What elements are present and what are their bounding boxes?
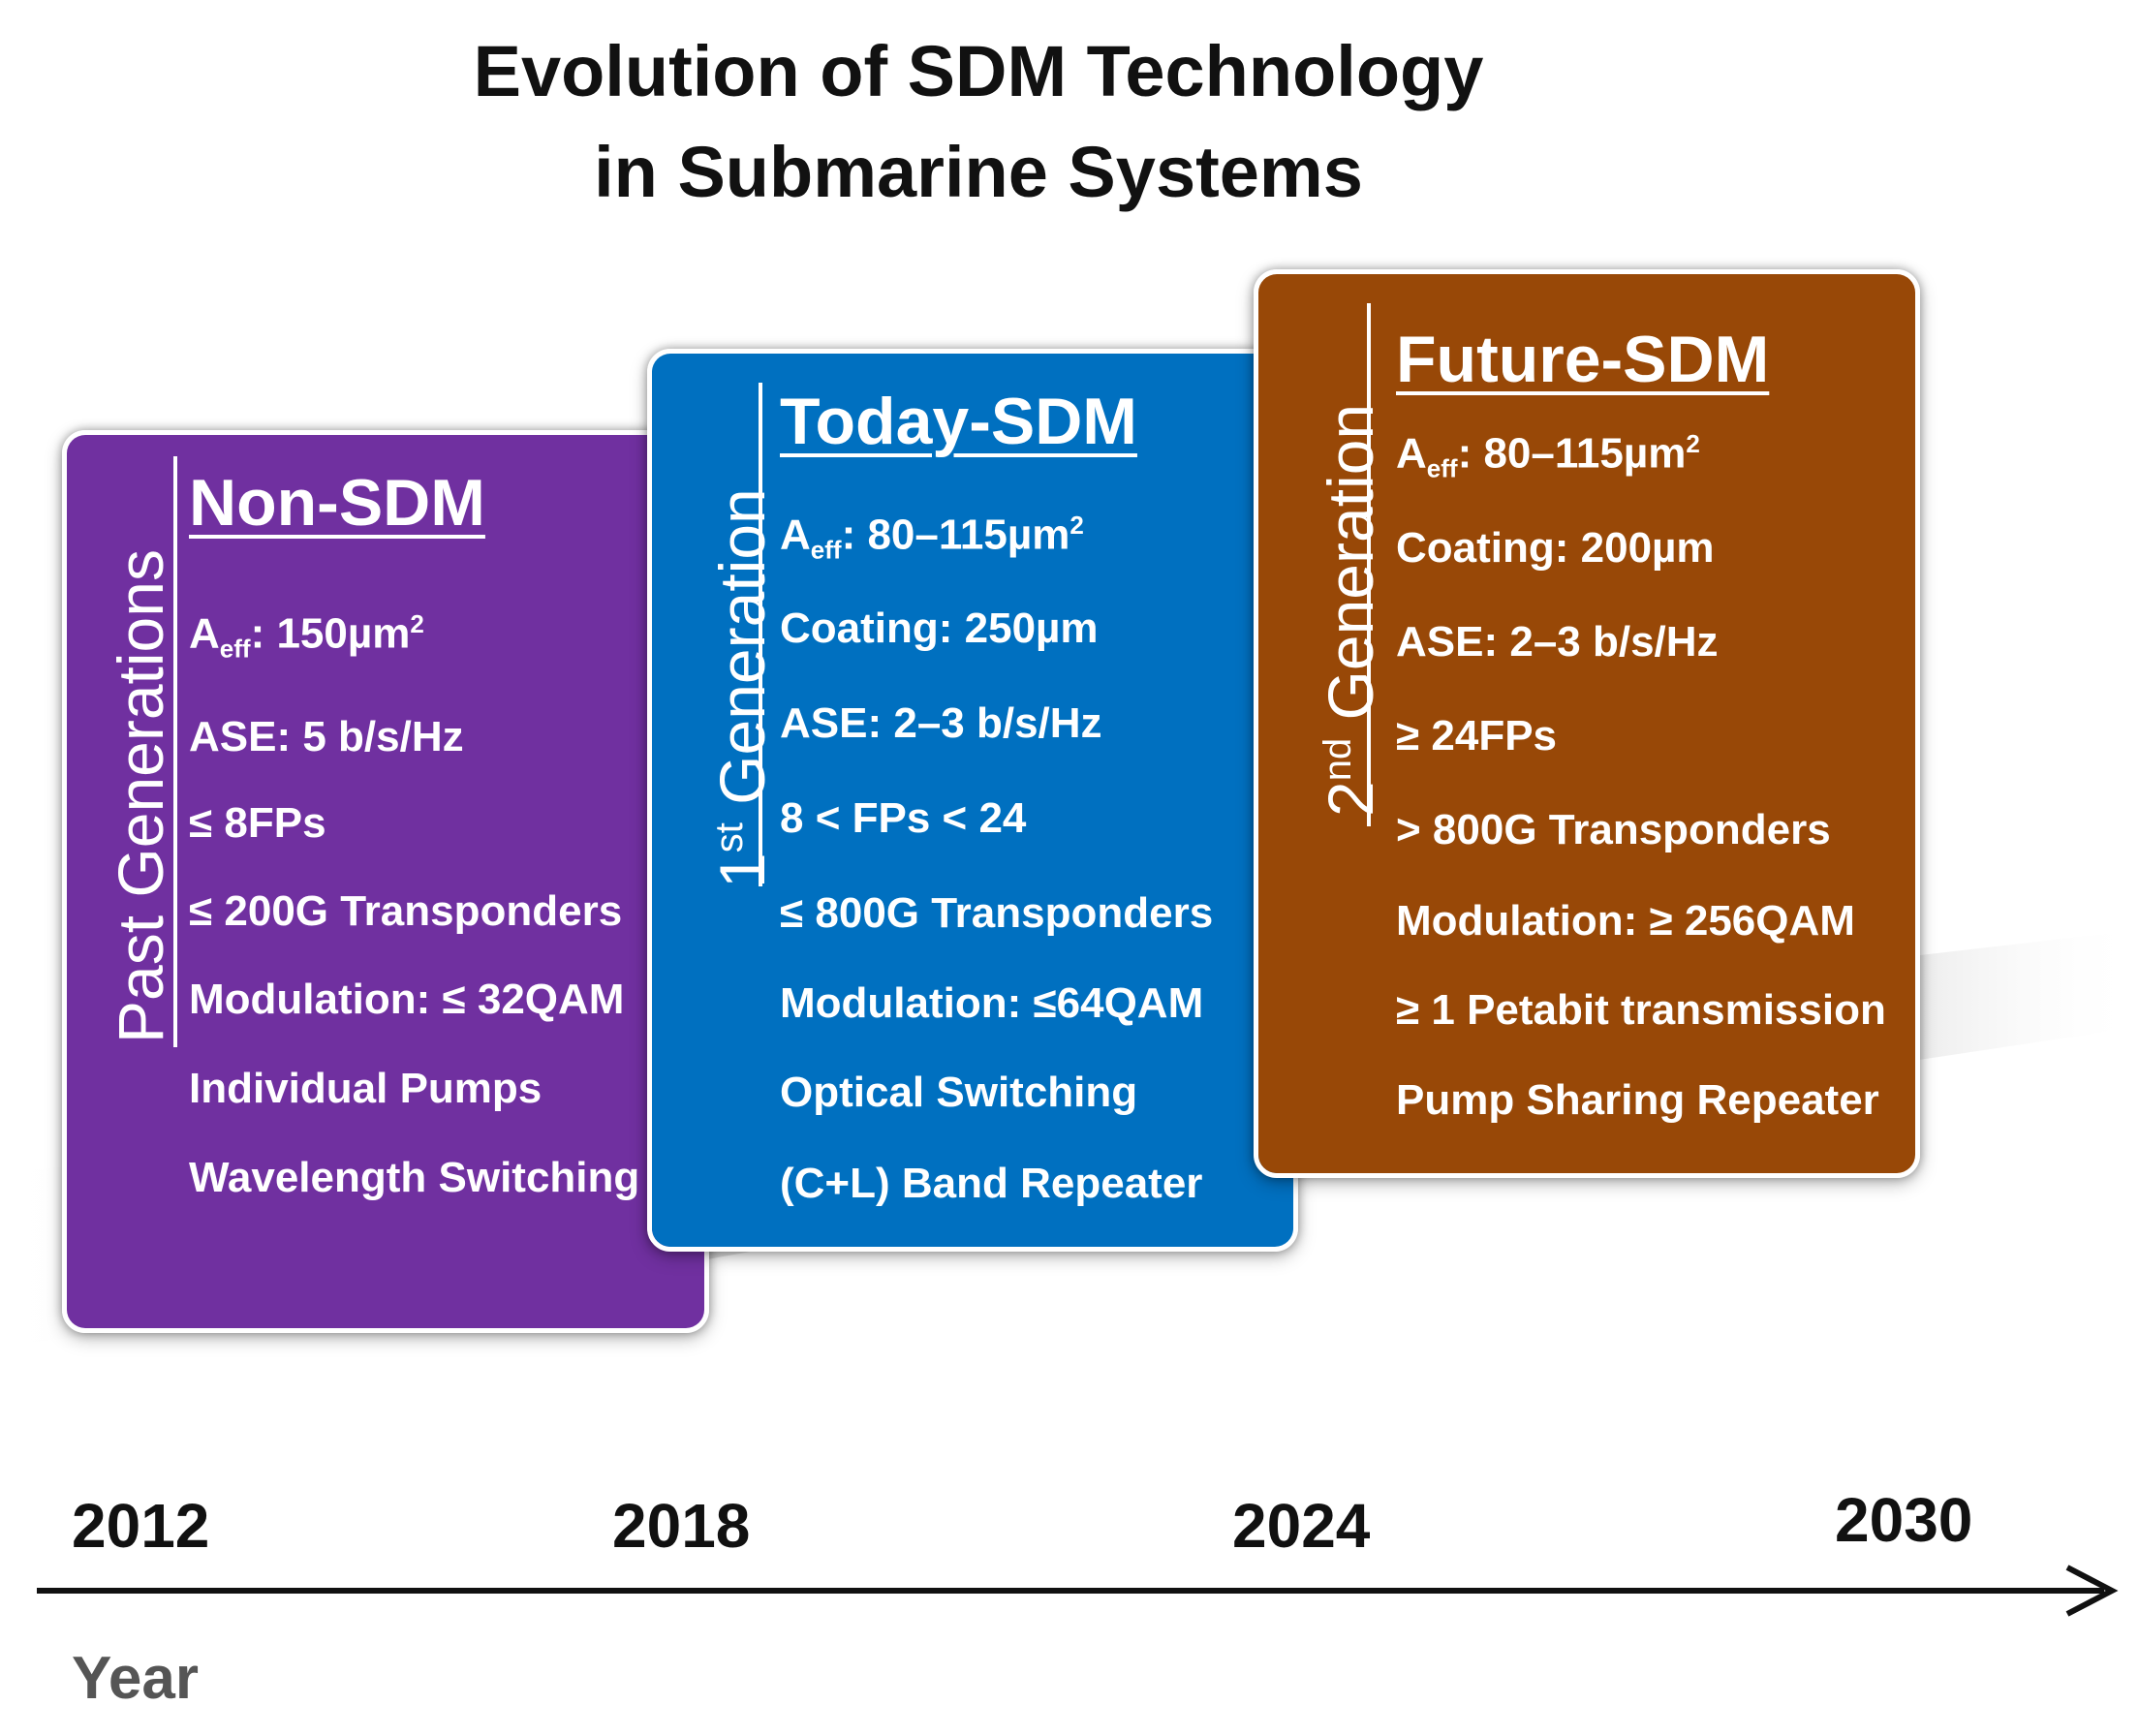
aeff-future-sub: eff <box>1426 453 1458 483</box>
today-item: ASE: 2–3 b/s/Hz <box>780 699 1102 747</box>
aeff-today: Aeff: 80–115µm2 <box>780 501 1084 574</box>
past-item: ASE: 5 b/s/Hz <box>189 713 464 760</box>
heading-future-sdm: Future-SDM <box>1396 323 1770 396</box>
today-item: ≤ 800G Transponders <box>780 889 1214 937</box>
side-rule-future <box>1367 303 1371 826</box>
title-line-2: in Submarine Systems <box>594 132 1363 212</box>
aeff-future-sup: 2 <box>1686 429 1700 458</box>
aeff-past-sup: 2 <box>410 609 424 638</box>
future-item: ASE: 2–3 b/s/Hz <box>1396 618 1719 666</box>
axis-label-year: Year <box>72 1645 200 1712</box>
aeff-future: Aeff: 80–115µm2 <box>1396 419 1700 492</box>
side-rule-past <box>173 456 177 1047</box>
side-rule-today <box>759 383 762 886</box>
future-item: Pump Sharing Repeater <box>1396 1076 1879 1124</box>
future-item: Coating: 200µm <box>1396 524 1715 572</box>
aeff-today-value: : 80–115µm <box>841 511 1070 559</box>
timeline-arrowhead <box>2065 1565 2119 1617</box>
year-label: 2012 <box>72 1491 210 1561</box>
card-past-generations: Past Generations Non-SDM Aeff: 150µm2 AS… <box>62 430 709 1333</box>
today-item: Modulation: ≤64QAM <box>780 979 1204 1027</box>
past-item: Modulation: ≤ 32QAM <box>189 976 625 1023</box>
heading-today-sdm: Today-SDM <box>780 385 1137 458</box>
aeff-past-prefix: A <box>189 609 220 658</box>
diagram-title: Evolution of SDM Technology in Submarine… <box>0 21 1957 223</box>
aeff-future-prefix: A <box>1396 429 1427 478</box>
year-label: 2024 <box>1232 1491 1371 1561</box>
today-item: 8 < FPs < 24 <box>780 794 1027 842</box>
aeff-today-sup: 2 <box>1070 511 1084 540</box>
future-item: Modulation: ≥ 256QAM <box>1396 897 1855 945</box>
title-line-1: Evolution of SDM Technology <box>473 31 1484 111</box>
aeff-future-value: : 80–115µm <box>1457 429 1687 478</box>
aeff-today-sub: eff <box>810 535 842 565</box>
past-item: ≤ 8FPs <box>189 799 326 847</box>
past-item: Wavelength Switching <box>189 1154 640 1201</box>
card-past-background <box>67 435 704 1328</box>
today-item: Coating: 250µm <box>780 604 1099 652</box>
past-item: ≤ 200G Transponders <box>189 887 623 935</box>
card-today-sdm: 1st Generation Today-SDM Aeff: 80–115µm2… <box>647 349 1298 1252</box>
today-item: Optical Switching <box>780 1069 1138 1116</box>
future-item: ≥ 24FPs <box>1396 712 1558 760</box>
aeff-today-prefix: A <box>780 511 811 559</box>
future-item: > 800G Transponders <box>1396 806 1831 853</box>
past-item: Individual Pumps <box>189 1065 542 1112</box>
card-future-sdm: 2nd Generation Future-SDM Aeff: 80–115µm… <box>1254 269 1920 1178</box>
year-label: 2018 <box>612 1491 751 1561</box>
future-item: ≥ 1 Petabit transmission <box>1396 986 1886 1034</box>
aeff-past-sub: eff <box>219 634 251 664</box>
year-label: 2030 <box>1835 1485 1973 1555</box>
heading-non-sdm: Non-SDM <box>189 466 485 540</box>
today-item: (C+L) Band Repeater <box>780 1160 1203 1207</box>
aeff-past: Aeff: 150µm2 <box>189 600 424 672</box>
aeff-past-value: : 150µm <box>250 609 411 658</box>
